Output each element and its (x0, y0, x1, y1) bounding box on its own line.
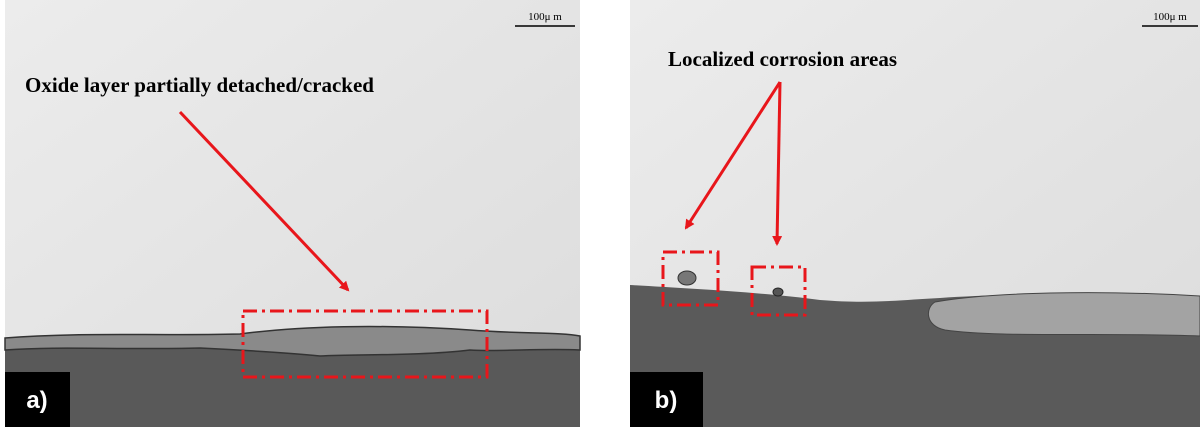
pit (773, 288, 783, 296)
annotation: Oxide layer partially detached/cracked (25, 73, 374, 97)
panel-b: Localized corrosion areas 100μ m b) (630, 0, 1200, 427)
panel-label: a) (26, 387, 47, 414)
figure: Oxide layer partially detached/cracked 1… (0, 0, 1200, 427)
scale-label: 100μ m (1153, 11, 1187, 23)
panel-a: Oxide layer partially detached/cracked 1… (5, 0, 580, 427)
scale-label: 100μ m (528, 11, 562, 23)
oxide-region (928, 293, 1200, 336)
panel-label: b) (655, 387, 678, 414)
page: Oxide layer partially detached/cracked 1… (0, 0, 1200, 427)
annotation: Localized corrosion areas (668, 47, 897, 71)
pit (678, 271, 696, 285)
